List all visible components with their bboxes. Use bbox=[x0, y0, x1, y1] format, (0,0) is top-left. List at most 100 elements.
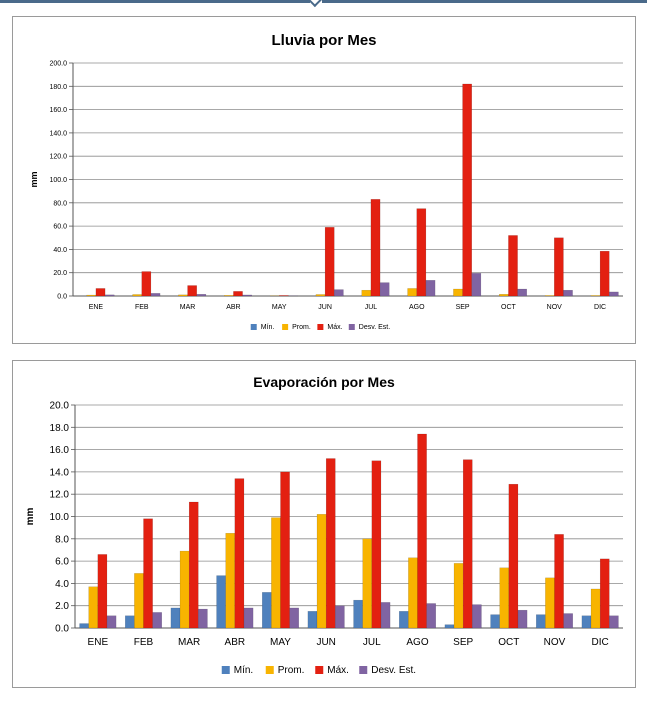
bar-prom-ene bbox=[86, 294, 97, 297]
chart-lluvia: Lluvia por Mes 0.0 20.0 40.0 60.0 80.0 100.0 12… bbox=[12, 16, 636, 344]
bar-desv-nov bbox=[563, 613, 573, 629]
chart-lluvia-svg: Lluvia por Mes 0.0 20.0 40.0 60.0 80.0 100.0 12… bbox=[29, 32, 623, 331]
x-tick-label: ABR bbox=[226, 304, 240, 311]
legend-label: Mín. bbox=[261, 324, 275, 331]
bar-min-ene bbox=[79, 623, 89, 629]
legend-swatch-desv bbox=[359, 666, 368, 674]
y-tick-label: 120.0 bbox=[49, 154, 67, 161]
y-tick-label: 6.0 bbox=[55, 557, 69, 568]
bar-prom-dic bbox=[590, 588, 601, 629]
y-tick-label: 4.0 bbox=[55, 579, 69, 590]
bar-desv-may bbox=[289, 607, 299, 629]
bar-desv-oct bbox=[517, 609, 528, 629]
y-tick-label: 100.0 bbox=[49, 177, 67, 184]
bar-max-may bbox=[279, 295, 289, 297]
bar-desv-jul bbox=[380, 602, 391, 629]
x-tick-label: JUN bbox=[316, 637, 335, 648]
x-tick-label: FEB bbox=[135, 304, 149, 311]
header-rule-notch bbox=[307, 0, 322, 8]
x-tick-label: FEB bbox=[134, 637, 154, 648]
bar-prom-nov bbox=[545, 577, 555, 629]
bar-max-dic bbox=[599, 558, 610, 629]
bar-max-oct bbox=[508, 235, 518, 297]
bar-prom-feb bbox=[134, 573, 144, 629]
chart-title: Lluvia por Mes bbox=[271, 32, 376, 49]
bar-prom-mar bbox=[178, 294, 188, 297]
y-tick-label: 180.0 bbox=[49, 84, 67, 91]
bar-max-nov bbox=[554, 534, 564, 629]
bar-prom-jun bbox=[316, 514, 327, 629]
bar-max-jun bbox=[325, 458, 336, 629]
bar-desv-nov bbox=[563, 289, 573, 297]
bar-desv-mar bbox=[198, 608, 208, 629]
y-tick-label: 0.0 bbox=[57, 293, 67, 300]
bar-prom-abr bbox=[224, 295, 234, 297]
bar-prom-oct bbox=[499, 567, 510, 629]
x-tick-label: DIC bbox=[592, 637, 609, 648]
x-tick-label: MAR bbox=[178, 637, 200, 648]
bar-min-oct bbox=[490, 614, 500, 629]
y-tick-label: 140.0 bbox=[49, 130, 67, 137]
legend-swatch-min bbox=[221, 666, 230, 674]
bar-prom-dic bbox=[590, 295, 601, 297]
chart-title: Evaporación por Mes bbox=[253, 374, 395, 390]
bar-prom-may bbox=[271, 517, 281, 629]
y-tick-label: 10.0 bbox=[50, 512, 70, 523]
bar-desv-feb bbox=[152, 612, 162, 629]
x-tick-label: MAY bbox=[270, 637, 291, 648]
y-tick-label: 160.0 bbox=[49, 107, 67, 114]
bar-desv-jun bbox=[335, 605, 345, 629]
bar-max-feb bbox=[143, 518, 153, 629]
chart-evaporacion: Evaporación por Mes 0.0 2.0 4.0 6.0 8.0 10.0 12… bbox=[12, 360, 636, 688]
bar-desv-abr bbox=[242, 294, 252, 297]
bar-desv-dic bbox=[609, 615, 619, 629]
bar-desv-dic bbox=[609, 291, 619, 297]
bar-desv-mar bbox=[196, 294, 207, 297]
legend-swatch-prom bbox=[265, 666, 274, 674]
legend-swatch-max bbox=[315, 666, 324, 674]
bar-prom-jun bbox=[315, 294, 326, 297]
bar-max-jul bbox=[370, 199, 381, 297]
bar-desv-jul bbox=[379, 282, 390, 297]
bar-min-sep bbox=[444, 624, 455, 629]
bar-desv-feb bbox=[150, 293, 161, 297]
bar-max-nov bbox=[554, 237, 564, 297]
bar-max-jun bbox=[324, 227, 335, 297]
legend-label: Prom. bbox=[292, 324, 311, 331]
legend-swatch-min bbox=[250, 324, 257, 330]
legend-label: Desv. Est. bbox=[359, 324, 390, 331]
x-tick-label: SEP bbox=[453, 637, 473, 648]
x-tick-label: OCT bbox=[501, 304, 516, 311]
bar-max-abr bbox=[234, 478, 245, 629]
bar-min-may bbox=[262, 592, 272, 629]
bar-max-feb bbox=[141, 271, 152, 297]
y-tick-label: 14.0 bbox=[50, 467, 70, 478]
legend-swatch-desv bbox=[348, 324, 355, 330]
bar-prom-sep bbox=[453, 563, 464, 629]
x-tick-label: JUN bbox=[318, 304, 332, 311]
bar-max-ene bbox=[97, 554, 108, 629]
bar-prom-feb bbox=[132, 294, 142, 297]
bar-desv-sep bbox=[472, 604, 482, 629]
bar-max-sep bbox=[462, 83, 472, 297]
x-tick-label: JUL bbox=[365, 304, 378, 311]
y-tick-label: 16.0 bbox=[50, 445, 70, 456]
x-tick-label: NOV bbox=[544, 637, 566, 648]
bar-prom-nov bbox=[544, 295, 555, 297]
x-tick-label: ENE bbox=[89, 304, 104, 311]
bar-max-ago bbox=[417, 433, 427, 629]
x-tick-label: ABR bbox=[225, 637, 246, 648]
y-tick-label: 60.0 bbox=[53, 224, 67, 231]
bar-min-mar bbox=[170, 607, 181, 629]
bar-desv-jun bbox=[334, 289, 344, 297]
bar-max-mar bbox=[187, 285, 197, 297]
bar-desv-abr bbox=[243, 607, 254, 629]
bar-prom-mar bbox=[179, 550, 190, 629]
legend-swatch-prom bbox=[282, 324, 289, 330]
y-axis-label: mm bbox=[25, 508, 36, 526]
bar-min-ago bbox=[399, 611, 409, 629]
bar-min-jun bbox=[307, 611, 318, 629]
y-tick-label: 2.0 bbox=[55, 601, 69, 612]
legend-label: Máx. bbox=[327, 324, 342, 331]
y-tick-label: 200.0 bbox=[49, 60, 67, 67]
